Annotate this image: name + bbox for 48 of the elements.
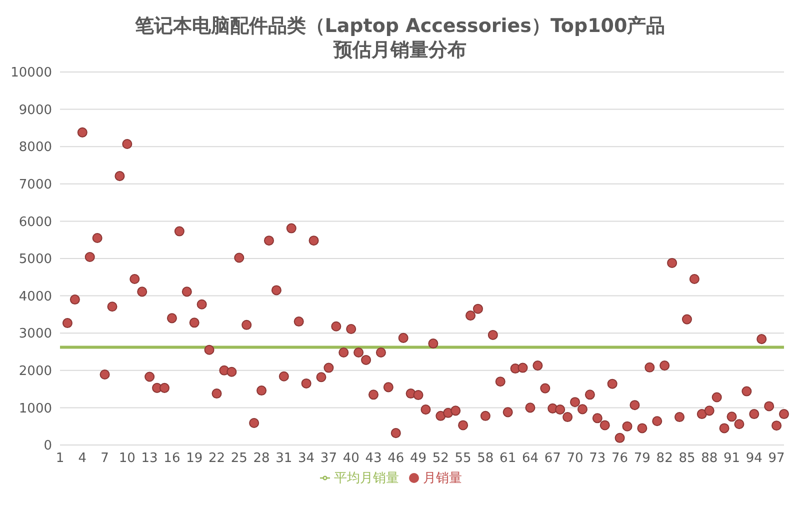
- x-tick-label: 61: [500, 451, 516, 466]
- legend-label: 平均月销量: [334, 471, 399, 486]
- x-tick-label: 94: [746, 451, 762, 466]
- x-tick-label: 58: [477, 451, 494, 466]
- y-tick-label: 3000: [18, 326, 52, 342]
- x-tick-label: 19: [186, 451, 203, 466]
- y-tick-label: 1000: [18, 401, 52, 416]
- x-tick-label: 97: [768, 451, 785, 466]
- y-tick-label: 0: [44, 438, 52, 454]
- x-tick-label: 13: [141, 451, 158, 466]
- x-tick-label: 55: [454, 451, 472, 466]
- y-tick-label: 7000: [18, 178, 52, 193]
- x-tick-label: 64: [522, 451, 538, 466]
- x-tick-label: 82: [656, 451, 673, 466]
- y-tick-label: 9000: [18, 102, 52, 118]
- x-tick-label: 4: [78, 451, 87, 466]
- chart-subtitle: 预估月销量分布: [332, 38, 468, 62]
- x-tick-label: 91: [723, 451, 740, 466]
- y-tick-label: 5000: [18, 252, 52, 268]
- chart-title: 笔记本电脑配件品类（Laptop Accessories）Top100产品: [134, 14, 666, 38]
- legend-label: 月销量: [423, 471, 462, 486]
- x-tick-label: 73: [589, 451, 606, 466]
- y-tick-label: 10000: [10, 66, 52, 81]
- x-tick-label: 1: [56, 451, 64, 466]
- x-tick-label: 34: [298, 451, 315, 466]
- x-tick-label: 22: [208, 451, 226, 466]
- x-tick-label: 16: [164, 451, 180, 466]
- x-tick-label: 67: [544, 451, 561, 466]
- y-tick-label: 2000: [18, 364, 52, 380]
- x-tick-label: 52: [432, 451, 449, 466]
- x-tick-label: 37: [320, 451, 337, 466]
- y-tick-label: 6000: [18, 214, 52, 230]
- x-tick-label: 31: [276, 451, 292, 466]
- x-tick-label: 79: [634, 451, 650, 466]
- x-tick-label: 85: [678, 451, 696, 466]
- x-tick-label: 49: [410, 451, 427, 466]
- x-tick-label: 43: [365, 451, 382, 466]
- x-tick-label: 76: [612, 451, 628, 466]
- x-tick-label: 88: [701, 451, 718, 466]
- y-tick-label: 4000: [18, 289, 52, 304]
- x-tick-label: 25: [230, 451, 248, 466]
- x-tick-label: 7: [100, 451, 109, 466]
- x-tick-label: 40: [342, 451, 360, 466]
- y-tick-label: 8000: [18, 140, 52, 156]
- x-tick-label: 46: [388, 451, 404, 466]
- x-tick-label: 70: [566, 451, 584, 466]
- x-tick-label: 28: [253, 451, 270, 466]
- x-tick-label: 10: [118, 451, 136, 466]
